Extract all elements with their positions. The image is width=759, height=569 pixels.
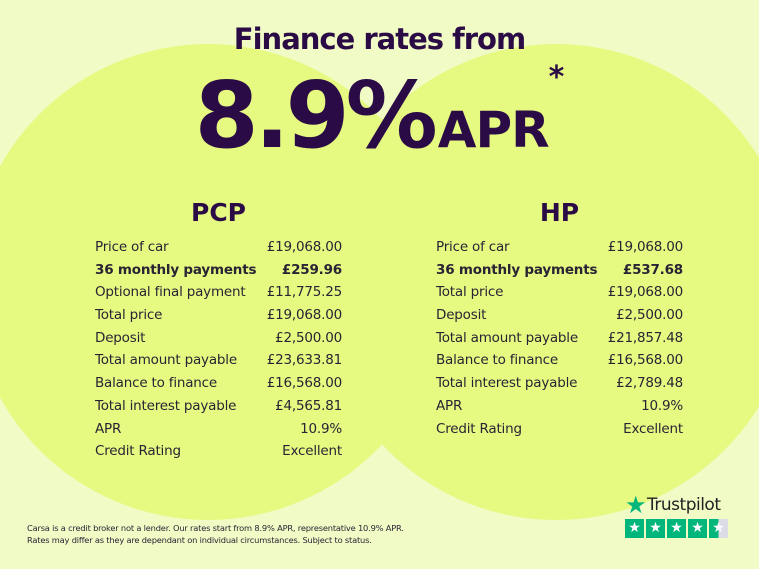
table-row: Total amount payable £23,633.81 xyxy=(95,349,342,372)
table-row: Price of car £19,068.00 xyxy=(436,236,683,259)
headline: Finance rates from xyxy=(233,22,526,56)
row-label: Price of car xyxy=(436,239,510,255)
trustpilot-label: Trustpilot xyxy=(647,495,721,515)
table-row: Total interest payable £2,789.48 xyxy=(436,372,683,395)
row-label: Total price xyxy=(95,307,163,324)
row-label: Total interest payable xyxy=(436,375,578,392)
row-value: £16,568.00 xyxy=(607,352,683,369)
row-value: £19,068.00 xyxy=(607,239,683,255)
rate-value: 8.9% xyxy=(194,62,438,169)
row-label: Optional final payment xyxy=(95,284,246,301)
row-label: Balance to finance xyxy=(436,352,558,369)
row-label: 36 monthly payments xyxy=(436,261,598,278)
asterisk: * xyxy=(548,60,565,95)
row-value: 10.9% xyxy=(300,420,342,437)
disclaimer: Carsa is a credit broker not a lender. O… xyxy=(27,522,404,546)
row-label: Total interest payable xyxy=(95,397,237,414)
table-row: Credit Rating Excellent xyxy=(95,440,342,463)
table-row: Price of car £19,068.00 xyxy=(95,236,342,259)
row-value: £23,633.81 xyxy=(266,352,342,369)
trustpilot-rating: ★ ★ ★ ★ ★ xyxy=(625,519,728,538)
row-label: Total price xyxy=(436,284,504,301)
table-row: 36 monthly payments £259.96 xyxy=(95,259,342,282)
disclaimer-line: Rates may differ as they are dependant o… xyxy=(27,535,372,545)
star-icon: ★ xyxy=(625,519,644,538)
row-value: £2,789.48 xyxy=(616,375,683,392)
row-value: £21,857.48 xyxy=(607,329,683,346)
table-row: Total price £19,068.00 xyxy=(95,304,342,327)
table-row: Optional final payment £11,775.25 xyxy=(95,281,342,304)
table-row: Balance to finance £16,568.00 xyxy=(436,349,683,372)
table-row: Balance to finance £16,568.00 xyxy=(95,372,342,395)
row-value: £16,568.00 xyxy=(266,375,342,392)
row-label: Total amount payable xyxy=(436,329,578,346)
row-value: £4,565.81 xyxy=(275,397,342,414)
table-row: APR 10.9% xyxy=(95,418,342,441)
star-icon: ★ xyxy=(688,519,707,538)
table-row: Deposit £2,500.00 xyxy=(95,327,342,350)
row-value: £2,500.00 xyxy=(616,307,683,324)
table-row: Credit Rating Excellent xyxy=(436,418,683,441)
plan-title: PCP xyxy=(191,198,246,227)
disclaimer-line: Carsa is a credit broker not a lender. O… xyxy=(27,523,404,533)
row-value: £19,068.00 xyxy=(266,307,342,324)
star-icon: ★ xyxy=(625,491,647,519)
table-row: Total interest payable £4,565.81 xyxy=(95,395,342,418)
table-row: Total price £19,068.00 xyxy=(436,281,683,304)
row-value: 10.9% xyxy=(641,397,683,414)
apr-label: APR xyxy=(437,101,550,159)
hp-plan: HP Price of car £19,068.00 36 monthly paym… xyxy=(436,198,683,440)
row-label: 36 monthly payments xyxy=(95,261,257,278)
star-icon: ★ xyxy=(709,519,728,538)
row-value: Excellent xyxy=(282,443,342,460)
row-label: APR xyxy=(436,397,463,414)
pcp-plan: PCP Price of car £19,068.00 36 monthly pay… xyxy=(95,198,342,463)
row-label: Price of car xyxy=(95,239,169,255)
row-label: APR xyxy=(95,420,122,437)
row-value: Excellent xyxy=(623,420,683,437)
row-value: £19,068.00 xyxy=(607,284,683,301)
trustpilot-badge[interactable]: ★ Trustpilot ★ ★ ★ ★ ★ xyxy=(625,493,728,538)
row-value: £537.68 xyxy=(622,261,683,278)
star-icon: ★ xyxy=(646,519,665,538)
decorative-circle-right xyxy=(318,44,759,520)
table-row: Total amount payable £21,857.48 xyxy=(436,327,683,350)
table-row: APR 10.9% xyxy=(436,395,683,418)
row-label: Deposit xyxy=(95,329,146,346)
row-label: Credit Rating xyxy=(95,443,181,460)
table-row: Deposit £2,500.00 xyxy=(436,304,683,327)
row-value: £11,775.25 xyxy=(266,284,342,301)
row-label: Balance to finance xyxy=(95,375,217,392)
row-label: Deposit xyxy=(436,307,487,324)
row-label: Credit Rating xyxy=(436,420,522,437)
table-row: 36 monthly payments £537.68 xyxy=(436,259,683,282)
star-icon: ★ xyxy=(667,519,686,538)
plan-title: HP xyxy=(539,198,580,227)
row-value: £259.96 xyxy=(281,261,342,278)
row-value: £2,500.00 xyxy=(275,329,342,346)
row-label: Total amount payable xyxy=(95,352,237,369)
row-value: £19,068.00 xyxy=(266,239,342,255)
rate-display: 8.9%APR * xyxy=(0,60,759,166)
